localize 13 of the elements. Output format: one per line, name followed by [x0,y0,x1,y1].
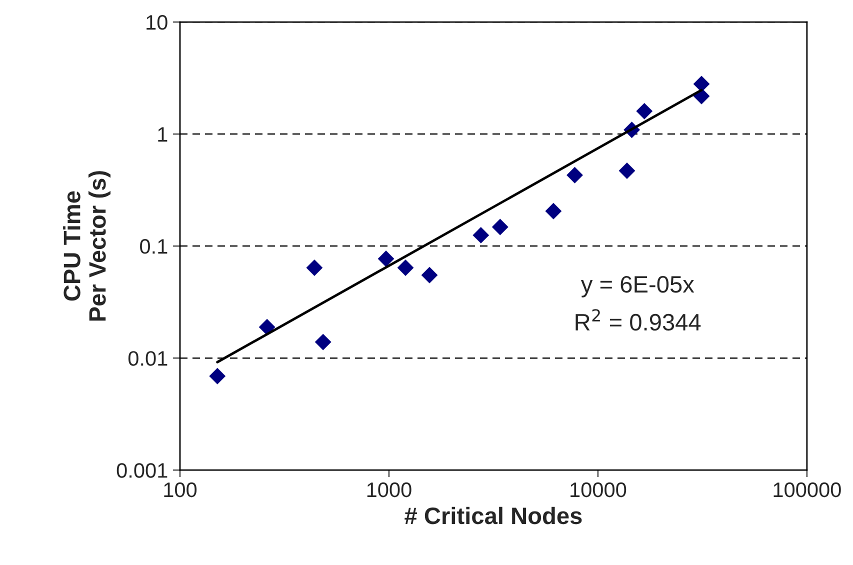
x-tick-label: 100 [164,482,197,498]
y-tick-label: 1 [158,127,168,142]
x-tick-label: 1000 [367,482,412,498]
y-axis-title: CPU Time Per Vector (s) [63,171,110,321]
annotation: y = 6E-05x [580,276,694,298]
y-tick-label: 0.1 [140,239,168,254]
y-tick-label: 0.001 [116,463,168,478]
x-axis-title: # Critical Nodes [404,506,582,524]
y-tick-label: 10 [146,15,168,30]
annotation: R$^{2}$ = 0.9344 [576,309,701,331]
x-tick-label: 10000 [570,482,626,498]
y-tick-label: 0.01 [128,351,168,366]
x-tick-label: 100000 [774,482,841,498]
